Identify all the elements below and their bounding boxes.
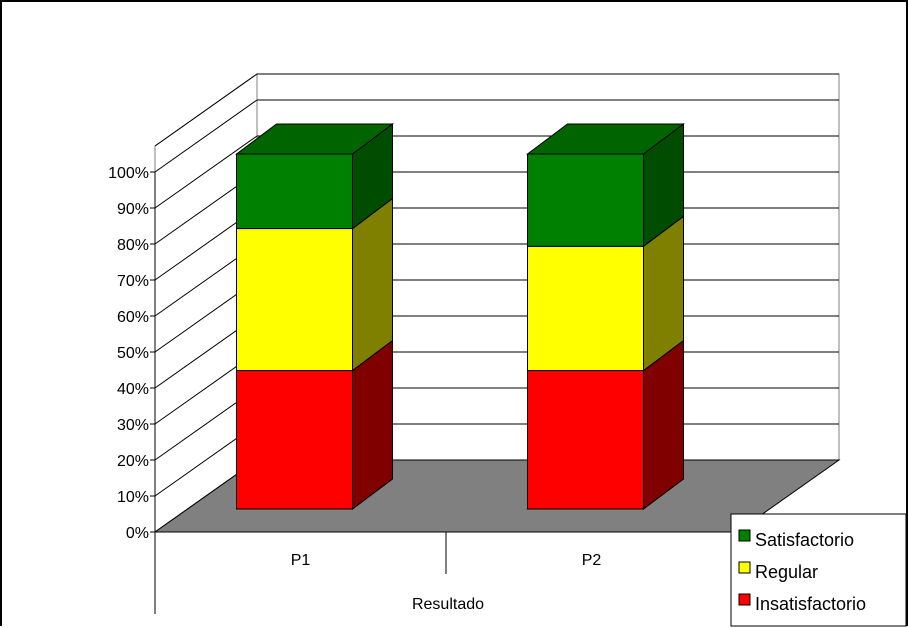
x-axis: Resultado P1 P2 <box>154 531 737 614</box>
bar-segment-regular <box>527 245 644 372</box>
x-tick-label: P1 <box>291 552 311 569</box>
y-tick-label: 0% <box>126 525 149 542</box>
gridline-side <box>154 99 258 173</box>
bar-segment-insatisfactorio <box>527 370 644 510</box>
y-tick-label: 10% <box>117 489 149 506</box>
x-tick-label: P2 <box>582 552 602 569</box>
legend: Satisfactorio Regular Insatisfactorio <box>730 513 907 627</box>
y-tick-label: 100% <box>108 165 149 182</box>
y-tick-label: 60% <box>117 309 149 326</box>
bar-segment-regular <box>236 228 353 372</box>
legend-label: Satisfactorio <box>755 530 854 550</box>
legend-box <box>730 513 907 627</box>
y-tick-label: 50% <box>117 345 149 362</box>
legend-swatch <box>738 593 751 606</box>
y-tick-label: 40% <box>117 381 149 398</box>
y-tick-label: 70% <box>117 273 149 290</box>
legend-label: Regular <box>755 562 818 582</box>
y-tick-label: 90% <box>117 201 149 218</box>
bar-segment-insatisfactorio <box>236 370 353 510</box>
x-axis-title: Resultado <box>412 596 484 613</box>
bar-top <box>526 123 685 155</box>
gridline-side <box>154 135 258 209</box>
bar-segment-satisfactorio <box>527 153 644 247</box>
y-tick-label: 80% <box>117 237 149 254</box>
bar-segment-satisfactorio <box>236 153 353 230</box>
y-tick-label: 30% <box>117 417 149 434</box>
y-axis: 0% 10% 20% 30% 40% 50% 60% 70% 80% 90% 100% <box>108 165 156 542</box>
legend-label: Insatisfactorio <box>755 594 866 614</box>
bar-top <box>235 123 394 155</box>
y-tick-label: 20% <box>117 453 149 470</box>
bars <box>235 123 685 510</box>
legend-swatch <box>738 529 751 542</box>
gridline-side-top <box>154 73 258 147</box>
legend-swatch <box>738 561 751 574</box>
